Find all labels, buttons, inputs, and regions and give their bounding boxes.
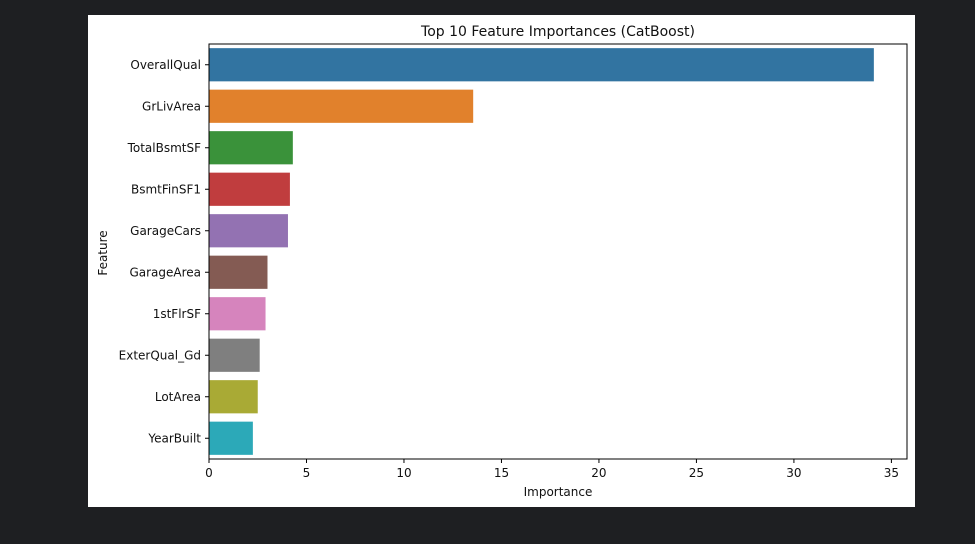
y-tick-label: 1stFlrSF: [153, 307, 201, 321]
x-tick-label: 20: [591, 466, 606, 480]
y-tick-label: GarageCars: [130, 224, 201, 238]
x-tick-label: 0: [205, 466, 213, 480]
bar-overallqual: [209, 48, 874, 82]
bar-bsmtfinsf1: [209, 172, 290, 206]
bar-yearbuilt: [209, 421, 253, 455]
bars-layer: [209, 48, 874, 455]
x-tick-label: 5: [303, 466, 311, 480]
x-tick-label: 15: [494, 466, 509, 480]
bar-garagearea: [209, 255, 268, 289]
x-tick-label: 30: [786, 466, 801, 480]
bar-exterqual-gd: [209, 338, 260, 372]
y-tick-label: ExterQual_Gd: [119, 348, 201, 362]
y-tick-label: TotalBsmtSF: [127, 141, 202, 155]
bar-grlivarea: [209, 89, 474, 123]
x-tick-label: 35: [884, 466, 899, 480]
plot-frame: [208, 43, 908, 460]
bar-totalbsmtsf: [209, 131, 293, 165]
chart-figure: Top 10 Feature Importances (CatBoost) Im…: [88, 15, 915, 507]
y-axis-label: Feature: [96, 230, 110, 275]
y-tick-label: LotArea: [155, 390, 201, 404]
x-axis-label: Importance: [524, 485, 593, 499]
y-tick-label: YearBuilt: [147, 431, 201, 445]
bar-chart: Top 10 Feature Importances (CatBoost) Im…: [96, 24, 908, 499]
y-tick-label: OverallQual: [130, 58, 201, 72]
chart-title: Top 10 Feature Importances (CatBoost): [420, 24, 695, 40]
x-tick-label: 25: [689, 466, 704, 480]
x-tick-label: 10: [396, 466, 411, 480]
x-ticks-layer: 0 5 10 15 20 25 30 35: [205, 459, 899, 480]
bar-1stflrsf: [209, 297, 266, 331]
y-tick-label: GarageArea: [129, 265, 201, 279]
bar-lotarea: [209, 380, 258, 414]
bar-garagecars: [209, 214, 288, 248]
y-tick-label: BsmtFinSF1: [131, 182, 201, 196]
y-tick-label: GrLivArea: [142, 99, 201, 113]
y-ticks-layer: OverallQual GrLivArea TotalBsmtSF BsmtFinSF…: [119, 58, 209, 445]
